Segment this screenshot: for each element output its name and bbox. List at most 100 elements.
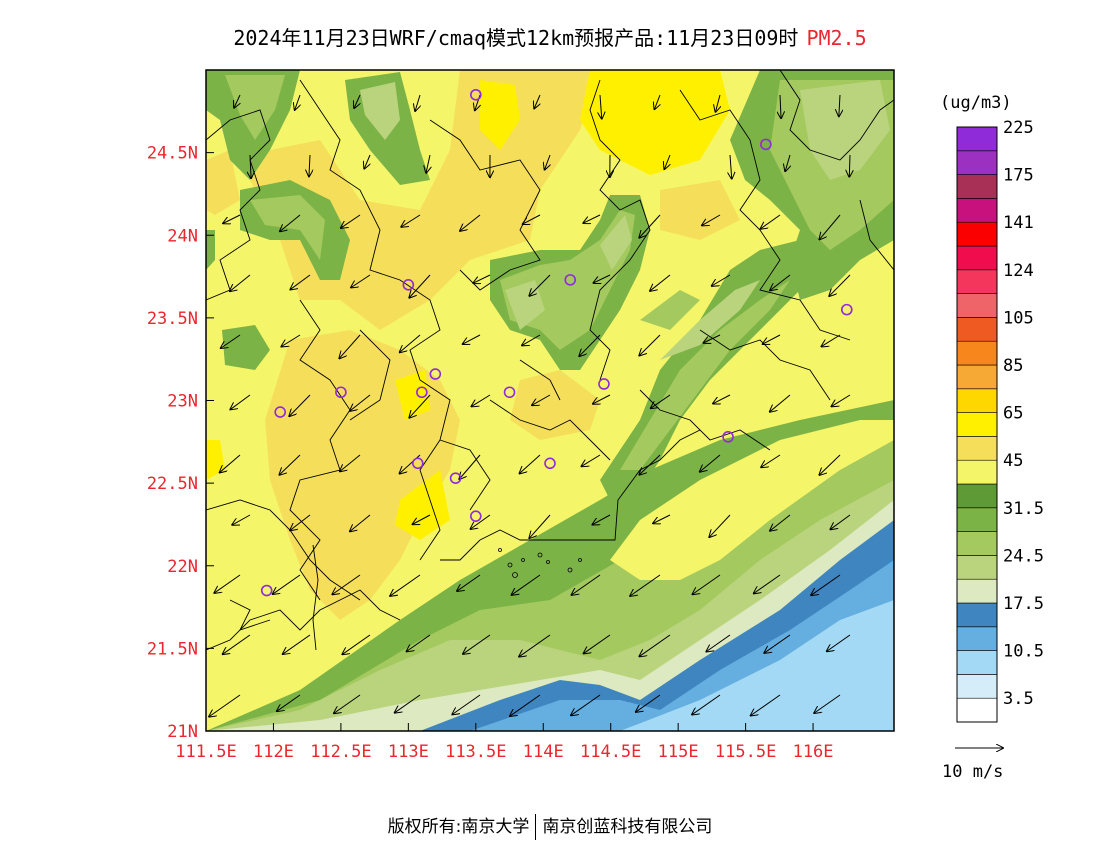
- wind-arrow: [819, 214, 841, 239]
- x-tick-label: 114.5E: [580, 742, 641, 762]
- wind-arrow: [334, 694, 361, 713]
- chart-title: 2024年11月23日WRF/cmaq模式12km预报产品:11月23日09时 P…: [0, 22, 1100, 51]
- wind-arrow: [534, 94, 540, 108]
- colorbar-swatch: [956, 150, 998, 175]
- colorbar-label: 10.5: [1003, 642, 1044, 662]
- wind-arrow: [223, 634, 251, 654]
- wind-arrow: [584, 634, 611, 653]
- wind-arrow: [279, 454, 301, 475]
- x-tick-label: 116E: [793, 742, 834, 762]
- colorbar-label: 17.5: [1003, 594, 1044, 614]
- colorbar-swatch: [956, 293, 998, 318]
- wind-arrow: [571, 694, 601, 715]
- wind-arrow: [277, 694, 301, 711]
- station-marker: [274, 406, 286, 418]
- wind-arrow: [457, 574, 481, 591]
- station-marker: [840, 303, 853, 316]
- footer-right: 南京创蓝科技有限公司: [542, 817, 713, 837]
- colorbar-swatch: [956, 388, 998, 413]
- wind-arrow: [811, 574, 841, 595]
- wind-arrow: [290, 274, 311, 289]
- wind-arrow: [209, 694, 241, 717]
- wind-arrow: [650, 274, 671, 291]
- colorbar-label: 24.5: [1003, 546, 1044, 566]
- station-marker: [470, 88, 482, 101]
- colorbar-swatch: [956, 412, 998, 437]
- wind-arrow: [289, 394, 311, 416]
- wind-arrow: [230, 274, 251, 291]
- colorbar-label: 105: [1003, 308, 1034, 328]
- wind-arrow: [592, 514, 611, 525]
- monitoring-stations: [260, 88, 853, 597]
- station-marker: [416, 386, 428, 399]
- title-main: 2024年11月23日WRF/cmaq模式12km预报产品:11月23日09时: [233, 26, 799, 50]
- x-tick-label: 113.5E: [445, 742, 506, 762]
- wind-arrow: [593, 394, 611, 404]
- y-tick-label: 22.5N: [147, 474, 198, 494]
- wind-arrow: [463, 634, 491, 654]
- wind-arrow: [471, 514, 491, 529]
- colorbar-label: 225: [1003, 118, 1034, 138]
- x-tick-label: 111.5E: [175, 742, 236, 762]
- colorbar-swatch: [956, 626, 998, 651]
- wind-arrow: [220, 454, 241, 472]
- colorbar-label: 85: [1003, 356, 1023, 376]
- wind-arrow: [713, 394, 731, 404]
- wind-arrow: [716, 94, 720, 112]
- y-tick-label: 22N: [167, 557, 198, 577]
- colorbar-swatch: [956, 269, 998, 294]
- footer-left: 版权所有:南京大学: [387, 817, 530, 837]
- wind-arrow: [532, 394, 551, 405]
- colorbar-label: 3.5: [1003, 689, 1034, 709]
- station-marker: [449, 472, 462, 484]
- x-tick-label: 115.5E: [715, 742, 776, 762]
- wind-arrow: [770, 394, 791, 412]
- wind-arrow: [214, 574, 241, 593]
- wind-arrow: [395, 694, 421, 713]
- station-marker: [429, 368, 442, 380]
- wind-arrow: [463, 334, 481, 344]
- colorbar-swatch: [956, 221, 998, 247]
- wind-arrow: [780, 94, 781, 118]
- y-tick-label: 24N: [167, 226, 198, 246]
- wind-arrow: [390, 574, 421, 596]
- colorbar-label: 31.5: [1003, 499, 1044, 519]
- wind-arrow: [821, 334, 841, 346]
- colorbar-label: 45: [1003, 451, 1023, 471]
- colorbar-swatch: [956, 650, 998, 675]
- wind-arrow: [221, 334, 241, 348]
- x-tick-label: 113E: [388, 742, 429, 762]
- x-axis: 111.5E 112E 112.5E 113E 113.5E 114E 114.5E 115E…: [175, 723, 834, 762]
- wind-arrow: [510, 694, 541, 716]
- wind-arrow: [295, 94, 300, 110]
- wind-arrow: [653, 514, 671, 523]
- wind-arrow: [350, 394, 371, 411]
- colorbar-swatch: [956, 602, 998, 628]
- footer-separator: [535, 814, 537, 840]
- colorbar-swatch: [956, 198, 998, 223]
- wind-arrow: [519, 634, 551, 657]
- wind-arrow: [545, 154, 550, 170]
- wind-arrow: [764, 634, 791, 653]
- wind-arrow: [529, 514, 551, 538]
- station-marker: [722, 431, 734, 443]
- wind-arrow: [593, 274, 611, 283]
- x-tick-label: 112.5E: [310, 742, 371, 762]
- wind-arrow: [522, 334, 541, 345]
- station-marker: [402, 279, 415, 291]
- wind-arrow: [664, 154, 670, 169]
- wind-scale-label: 10 m/s: [942, 762, 1003, 782]
- wind-arrow: [706, 634, 731, 652]
- wind-arrow: [651, 394, 671, 408]
- wind-arrow: [283, 634, 311, 654]
- y-tick-label: 21N: [167, 722, 198, 742]
- y-tick-label: 21.5N: [147, 639, 198, 659]
- wind-arrow: [250, 154, 251, 178]
- wind-arrow: [814, 694, 841, 713]
- wind-arrow: [754, 574, 781, 593]
- colorbar-swatch: [956, 340, 998, 366]
- y-tick-label: 23.5N: [147, 309, 198, 329]
- wind-arrow: [639, 634, 671, 656]
- wind-arrow: [761, 454, 781, 467]
